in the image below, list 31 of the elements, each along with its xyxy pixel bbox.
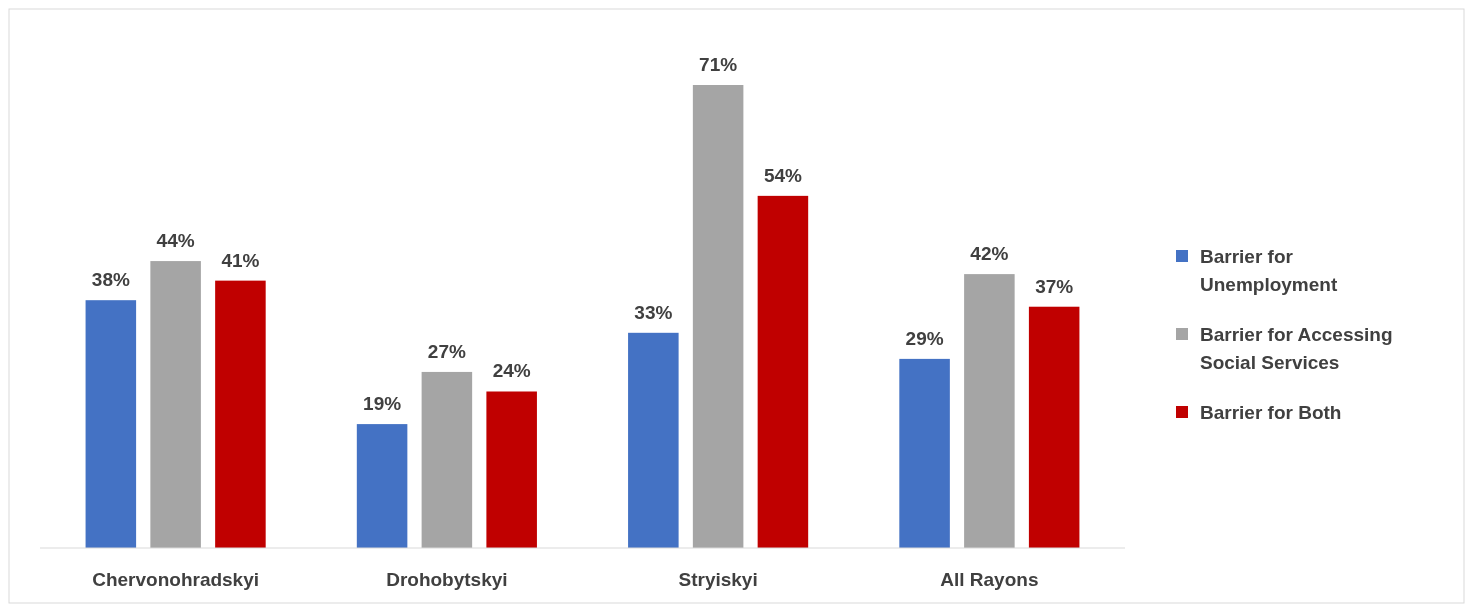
bar (356, 424, 408, 548)
bar (85, 300, 137, 548)
bar (692, 85, 744, 548)
data-label: 33% (634, 301, 673, 323)
legend-label: Barrier for Unemployment (1200, 246, 1338, 295)
data-label: 42% (970, 243, 1009, 265)
bar (1028, 306, 1080, 548)
bar (215, 280, 266, 548)
x-tick-label: All Rayons (940, 569, 1039, 590)
data-label: 38% (91, 269, 130, 291)
bar (150, 261, 201, 548)
x-tick-label: Chervonohradskyi (92, 569, 260, 590)
data-label: 24% (492, 360, 531, 382)
legend-label: Barrier for Both (1200, 402, 1342, 423)
legend-label: Barrier for Accessing Social Services (1200, 324, 1393, 373)
bar (628, 332, 679, 548)
bar (899, 358, 950, 548)
bar (421, 371, 473, 548)
data-label: 41% (221, 249, 260, 271)
x-tick-label: Drohobytskyi (386, 569, 508, 590)
bar (964, 274, 1015, 548)
bar (486, 391, 537, 548)
data-label: 71% (699, 54, 738, 75)
x-tick-label: Stryiskyi (678, 569, 758, 590)
data-label: 29% (905, 327, 944, 349)
bar (757, 195, 809, 548)
data-label: 44% (156, 230, 195, 252)
data-label: 19% (363, 393, 402, 415)
data-label: 54% (763, 164, 803, 186)
data-label: 37% (1035, 275, 1074, 297)
data-label: 27% (427, 340, 466, 362)
